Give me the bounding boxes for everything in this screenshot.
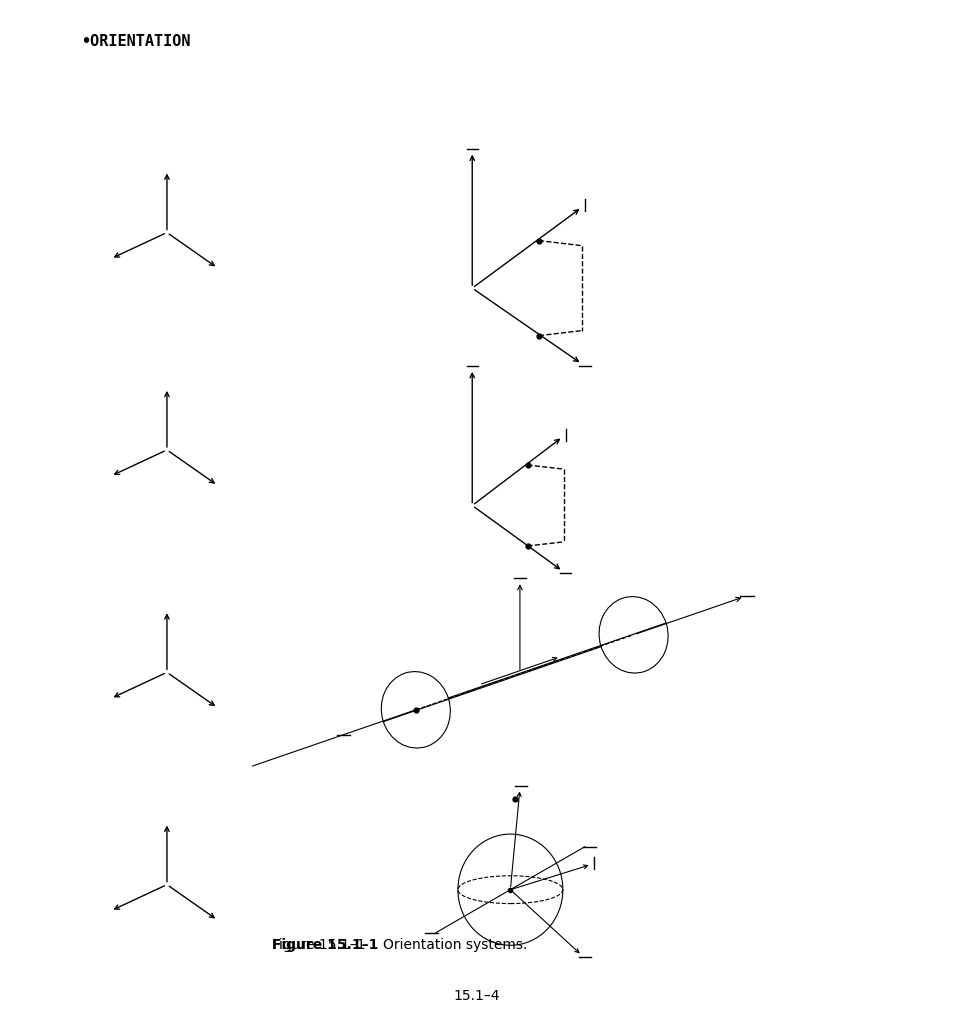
- Text: 15.1–4: 15.1–4: [454, 989, 499, 1003]
- Text: •ORIENTATION: •ORIENTATION: [81, 34, 191, 50]
- Text: Figure 15.1–1: Figure 15.1–1: [272, 938, 378, 952]
- Text: Figure 15.1–1    Orientation systems.: Figure 15.1–1 Orientation systems.: [272, 938, 527, 952]
